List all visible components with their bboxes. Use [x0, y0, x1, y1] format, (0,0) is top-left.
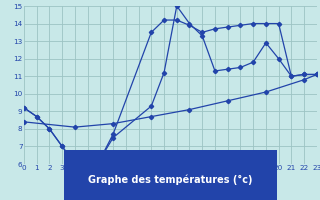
- X-axis label: Graphe des températures (°c): Graphe des températures (°c): [88, 174, 253, 185]
